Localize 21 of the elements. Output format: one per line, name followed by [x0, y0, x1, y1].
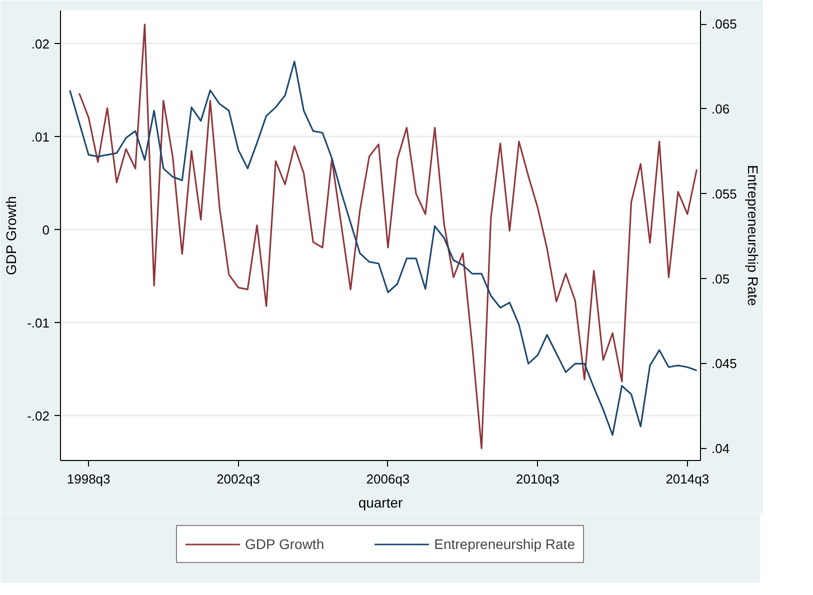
y-tick-label: -.01 — [27, 315, 50, 330]
y2-axis-title: Entrepreneurship Rate — [744, 165, 761, 306]
legend-label: Entrepreneurship Rate — [434, 536, 575, 552]
legend-label: GDP Growth — [245, 536, 324, 552]
x-tick-label: 1998q3 — [66, 472, 110, 486]
y2-tick-label: .055 — [712, 186, 737, 202]
y2-tick-label: .04 — [712, 441, 730, 456]
y-tick-label: -.02 — [27, 408, 50, 424]
y-axis-title: GDP Growth — [3, 196, 20, 276]
x-tick-label: 2006q3 — [366, 472, 410, 486]
y2-tick-label: .06 — [712, 101, 730, 116]
y2-tick-label: .045 — [712, 356, 737, 372]
y-tick-label: .01 — [31, 129, 50, 144]
y2-tick-label: .05 — [712, 271, 730, 286]
y2-tick-label: .065 — [712, 16, 737, 32]
x-tick-label: 2014q3 — [666, 472, 710, 486]
x-tick-label: 2002q3 — [216, 472, 260, 486]
y-tick-label: .02 — [31, 36, 50, 52]
x-tick-label: 2010q3 — [516, 472, 560, 486]
x-axis-title: quarter — [358, 494, 404, 510]
y-tick-label: 0 — [42, 222, 50, 238]
